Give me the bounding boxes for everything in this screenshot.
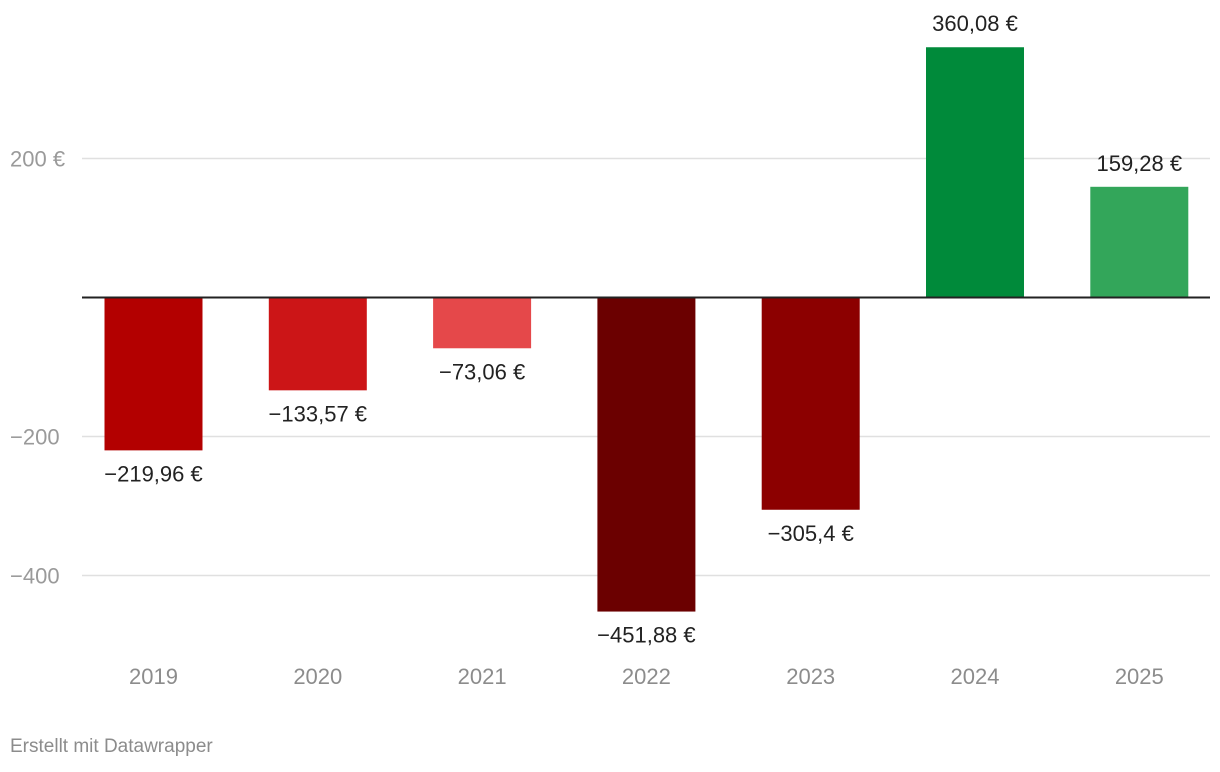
bar-2020	[268, 297, 367, 391]
x-tick-label: 2022	[622, 664, 671, 689]
bar-2019	[104, 297, 203, 451]
y-tick-label: 200 €	[10, 147, 65, 172]
bar-2025	[1090, 186, 1189, 298]
x-tick-label: 2019	[129, 664, 178, 689]
datawrapper-credit: Erstellt mit Datawrapper	[10, 736, 213, 757]
bar-2023	[761, 297, 860, 510]
bar-2021	[433, 297, 532, 349]
value-label-2021: −73,06 €	[439, 359, 525, 384]
bar-2022	[597, 297, 696, 612]
x-tick-label: 2023	[786, 664, 835, 689]
value-label-2019: −219,96 €	[104, 461, 202, 486]
value-label-2024: 360,08 €	[932, 11, 1018, 36]
value-label-2020: −133,57 €	[269, 401, 367, 426]
bar-2024	[926, 47, 1024, 298]
y-tick-label: −400	[10, 564, 60, 589]
x-tick-label: 2025	[1115, 664, 1164, 689]
y-tick-label: −200	[10, 425, 60, 450]
x-tick-label: 2020	[293, 664, 342, 689]
value-label-2023: −305,4 €	[768, 521, 854, 546]
x-tick-label: 2024	[951, 664, 1000, 689]
value-label-2022: −451,88 €	[597, 623, 695, 648]
x-tick-label: 2021	[458, 664, 507, 689]
value-label-2025: 159,28 €	[1096, 151, 1182, 176]
